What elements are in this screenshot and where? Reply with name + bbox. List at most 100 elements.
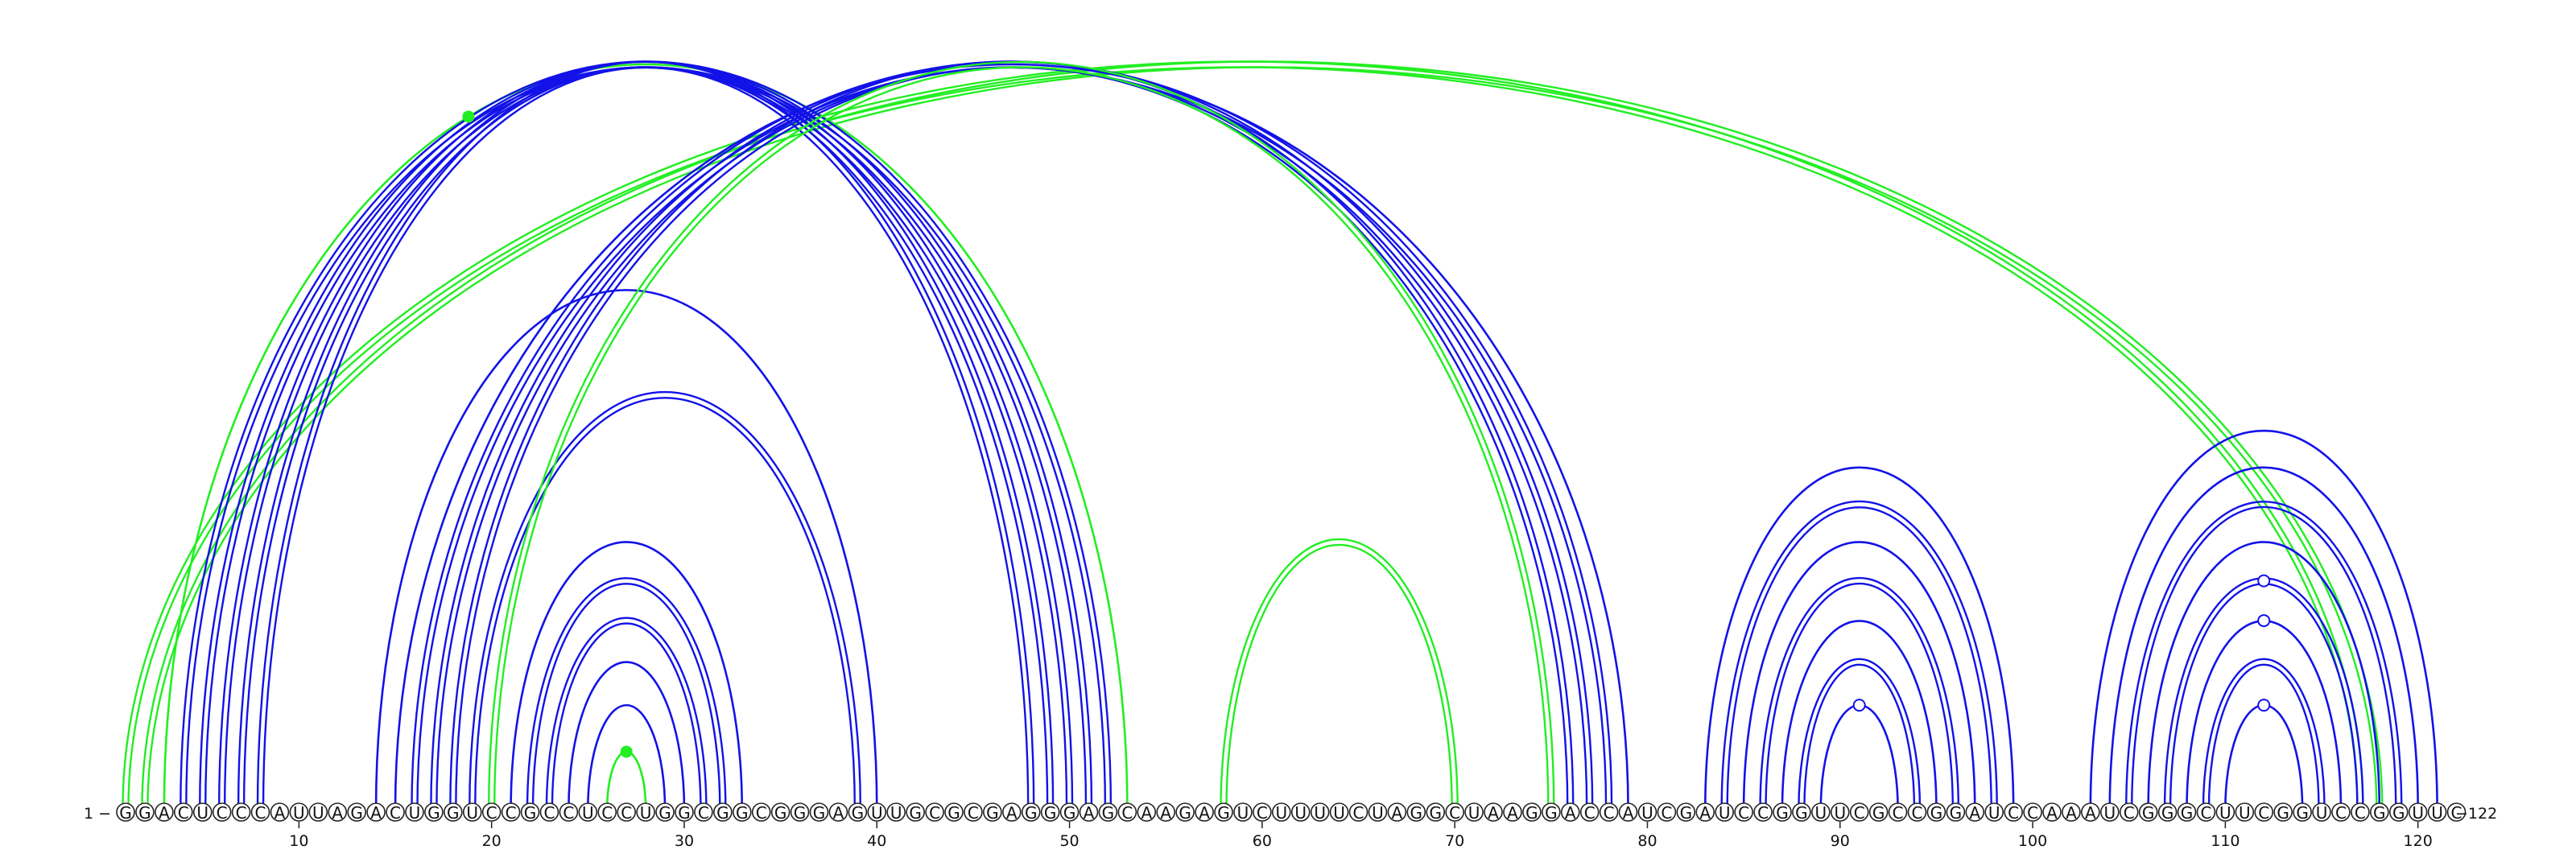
tick-100: 100: [2018, 822, 2047, 850]
nucleotide-circle: [655, 802, 675, 822]
nucleotide-20: C: [481, 802, 502, 823]
sequence-end-label: −122: [2455, 805, 2497, 823]
nucleotide-letter: U: [1468, 803, 1480, 823]
nucleotide-letter: C: [929, 803, 940, 823]
nucleotide-8: C: [250, 802, 270, 823]
nucleotide-letter: A: [833, 803, 844, 823]
nucleotide-44: G: [944, 802, 964, 823]
nucleotide-63: U: [1310, 802, 1330, 823]
arc-pair-22-32: [526, 576, 727, 810]
nucleotide-letter: C: [1893, 803, 1904, 823]
nucleotide-circle: [1348, 802, 1368, 822]
nucleotide-13: G: [347, 802, 366, 823]
nucleotide-39: G: [848, 802, 868, 823]
nucleotide-letter: G: [2181, 803, 2194, 823]
nucleotide-circle: [1773, 802, 1792, 822]
nucleotide-letter: C: [543, 803, 555, 823]
arc-line: [1781, 619, 1938, 810]
nucleotide-29: G: [655, 802, 675, 823]
arc-line-outer: [1798, 658, 1922, 810]
nucleotide-circle: [2138, 802, 2158, 822]
nucleotide-letter: G: [138, 803, 151, 823]
nucleotide-letter: U: [890, 803, 902, 823]
nucleotide-2: G: [135, 802, 155, 823]
tick-label: 60: [1253, 832, 1272, 850]
tick-label: 70: [1445, 832, 1464, 850]
nucleotide-circle: [1233, 802, 1253, 822]
arc-pair-103-121: [2089, 429, 2438, 810]
nucleotide-circle: [1445, 802, 1464, 822]
nucleotide-40: U: [867, 802, 887, 823]
arc-pair-3-53: [163, 63, 1129, 810]
nucleotide-letter: A: [332, 803, 343, 823]
nucleotide-circle: [559, 802, 579, 822]
nucleotide-circle: [1079, 802, 1099, 822]
nucleotide-letter: C: [506, 803, 517, 823]
nucleotide-circle: [694, 802, 713, 822]
nucleotide-10: U: [289, 802, 309, 823]
nucleotide-letter: G: [350, 803, 363, 823]
arc-pair-14-40: [374, 289, 878, 810]
nucleotide-letter: A: [1969, 803, 1980, 823]
tick-label: 50: [1059, 832, 1079, 850]
ticks-layer: 10 20 30 40 50 60 70 80 90 100 110 120: [289, 822, 2433, 850]
nucleotide-circle: [2062, 802, 2081, 822]
nucleotide-letter: U: [1988, 803, 2000, 823]
nucleotide-42: G: [906, 802, 925, 823]
nucleotide-letter: A: [1488, 803, 1499, 823]
arc-pair-105-119: [2125, 500, 2403, 810]
arc-line-outer: [2202, 658, 2326, 810]
nucleotide-circle: [270, 802, 290, 822]
arc-pair-15-79: [394, 63, 1629, 810]
nucleotide-letter: C: [1854, 803, 1865, 823]
nucleotide-circle: [2177, 802, 2197, 822]
nucleotide-circle: [289, 802, 309, 822]
arc-line: [1703, 466, 2015, 810]
arc-line-inner: [551, 622, 702, 810]
nucleotide-circle: [116, 802, 135, 822]
nucleotide-56: G: [1175, 802, 1195, 823]
arc-line: [568, 661, 686, 810]
nucleotide-letter: U: [1372, 803, 1384, 823]
sequence-start-label: 1 −: [84, 805, 111, 823]
open-marker: [2257, 614, 2271, 628]
nucleotide-79: A: [1618, 802, 1638, 823]
nucleotide-circle: [1387, 802, 1407, 822]
arc-line-inner: [185, 66, 1107, 810]
nucleotide-letter: A: [1507, 803, 1518, 823]
arc-pair-85-97: [1742, 541, 1976, 810]
tick-40: 40: [867, 822, 886, 850]
arc-line-inner: [223, 66, 1068, 810]
arc-line: [2224, 703, 2304, 810]
nucleotide-circle: [1579, 802, 1600, 822]
nucleotide-58: G: [1214, 802, 1233, 823]
arc-line-inner: [416, 66, 1608, 810]
nucleotide-circle: [809, 802, 829, 822]
nucleotide-letter: G: [736, 803, 749, 823]
arc-pair-110-114: [2224, 703, 2304, 810]
nucleotide-letter: G: [2142, 803, 2155, 823]
arc-line: [2147, 541, 2381, 810]
nucleotide-letter: U: [871, 803, 883, 823]
nucleotide-circle: [770, 802, 791, 822]
nucleotide-letter: G: [1063, 803, 1076, 823]
nucleotide-circle: [2235, 802, 2255, 822]
nucleotide-letter: G: [1680, 803, 1693, 823]
arc-line-inner: [1225, 543, 1453, 810]
tick-50: 50: [1059, 822, 1080, 850]
arc-line-outer: [1220, 538, 1459, 810]
nucleotide-57: A: [1195, 802, 1214, 823]
arc-line: [510, 541, 744, 810]
arc-line-outer: [217, 60, 1074, 810]
nucleotide-23: C: [539, 802, 559, 823]
nucleotide-91: C: [1849, 802, 1869, 823]
nucleotide-letter: G: [774, 803, 787, 823]
nucleotide-122: C: [2446, 802, 2467, 823]
nucleotide-letter: C: [698, 803, 709, 823]
nucleotide-letter: U: [466, 803, 478, 823]
nucleotide-circle: [155, 802, 174, 822]
nucleotide-circle: [751, 802, 771, 822]
nucleotide-104: U: [2099, 802, 2120, 823]
nucleotide-circle: [1426, 802, 1446, 822]
